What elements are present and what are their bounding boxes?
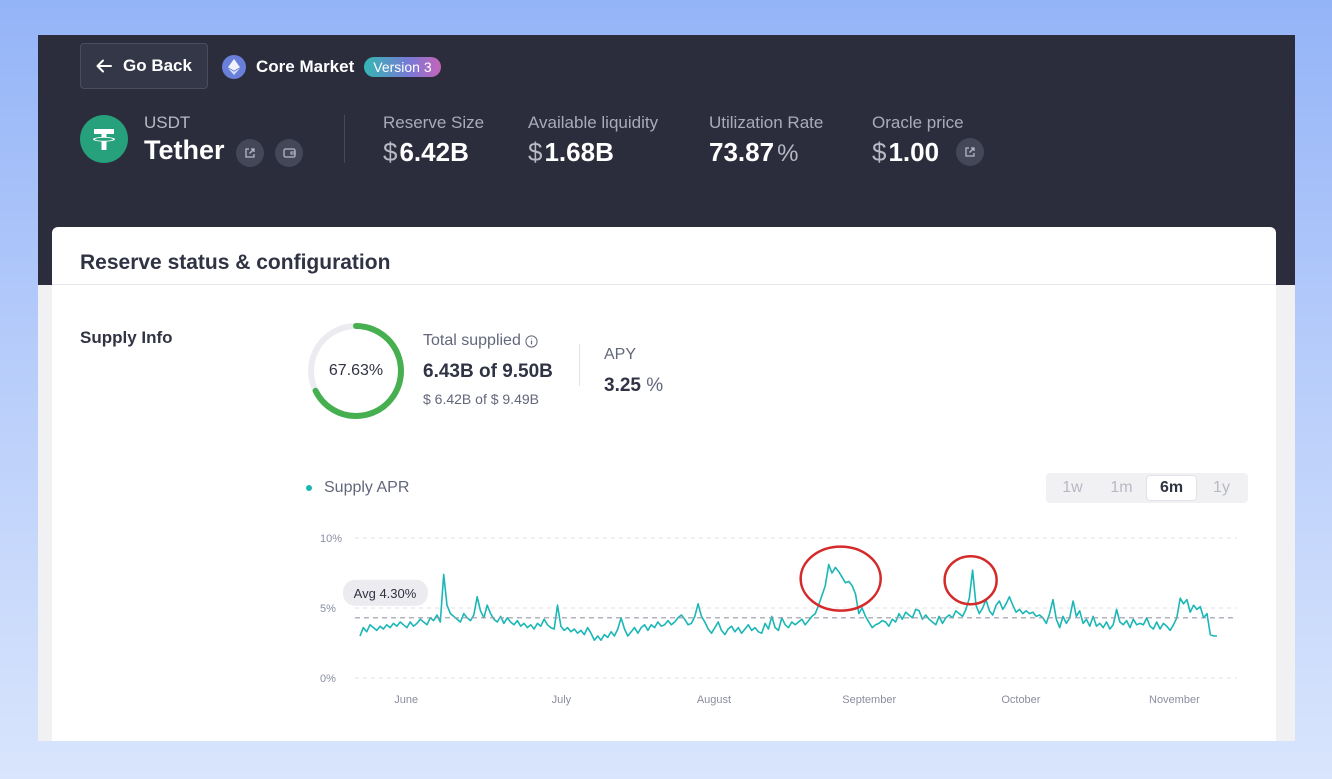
y-tick-label: 10% bbox=[320, 533, 342, 545]
stat-label: Available liquidity bbox=[528, 113, 659, 132]
stat-available-liquidity: Available liquidity $1.68B bbox=[528, 113, 658, 168]
go-back-label: Go Back bbox=[123, 56, 192, 75]
arrow-left-icon bbox=[96, 59, 112, 73]
total-supplied-value: 6.43B of 9.50B bbox=[423, 361, 553, 382]
card-divider bbox=[52, 284, 1276, 285]
y-tick-label: 5% bbox=[320, 603, 336, 615]
legend-dot-icon bbox=[306, 485, 312, 491]
total-supplied-label-row: Total supplied bbox=[423, 332, 538, 350]
go-back-button[interactable]: Go Back bbox=[80, 43, 208, 89]
external-link-icon bbox=[965, 147, 975, 157]
utilization-rate-value: 73.87 bbox=[709, 137, 775, 167]
range-button-1w[interactable]: 1w bbox=[1062, 479, 1083, 496]
oracle-price-value: 1.00 bbox=[888, 137, 940, 167]
stat-label: Utilization Rate bbox=[709, 113, 824, 132]
external-link-icon bbox=[245, 148, 255, 158]
highlight-circle-1 bbox=[799, 545, 882, 612]
range-button-1m[interactable]: 1m bbox=[1110, 479, 1133, 496]
apy-value-row: 3.25 % bbox=[604, 375, 663, 397]
currency-symbol: $ bbox=[383, 137, 398, 167]
version-badge: Version 3 bbox=[364, 57, 441, 77]
series-line bbox=[359, 563, 1217, 641]
external-link-button[interactable] bbox=[236, 139, 264, 167]
time-range-selector: 1w 1m 6m 1y bbox=[1046, 473, 1248, 503]
stat-value: $6.42B bbox=[383, 137, 484, 168]
market-name: Core Market bbox=[256, 57, 355, 76]
supply-apr-chart: 10% 5% 0% Avg 4.30% June July August September O… bbox=[292, 522, 1252, 722]
info-icon[interactable] bbox=[525, 334, 538, 348]
reserve-status-card: Reserve status & configuration Supply In… bbox=[52, 227, 1276, 741]
wallet-icon bbox=[282, 148, 296, 158]
stat-value: 73.87% bbox=[709, 137, 823, 168]
chart-legend: Supply APR bbox=[306, 479, 409, 497]
ethereum-icon bbox=[222, 55, 246, 79]
percent-unit: % bbox=[646, 375, 664, 396]
header-divider bbox=[344, 115, 345, 163]
x-tick-label: November bbox=[1149, 694, 1200, 706]
currency-symbol: $ bbox=[528, 137, 543, 167]
stat-label: Reserve Size bbox=[383, 113, 485, 132]
stat-label: Oracle price bbox=[872, 113, 964, 132]
add-to-wallet-button[interactable] bbox=[275, 139, 303, 167]
total-supplied-label: Total supplied bbox=[423, 332, 521, 349]
reserve-size-value: 6.42B bbox=[399, 137, 469, 167]
highlight-circle-2 bbox=[943, 554, 998, 606]
supply-info-label: Supply Info bbox=[80, 328, 173, 347]
total-supplied-usd: $ 6.42B of $ 9.49B bbox=[423, 391, 539, 407]
x-tick-label: August bbox=[697, 694, 731, 706]
x-tick-label: September bbox=[842, 694, 896, 706]
percent-unit: % bbox=[777, 140, 799, 167]
range-button-6m[interactable]: 6m bbox=[1146, 475, 1197, 501]
available-liquidity-value: 1.68B bbox=[544, 137, 614, 167]
token-name: Tether bbox=[144, 135, 225, 165]
market-selector: Core Market Version 3 bbox=[222, 55, 441, 79]
supply-progress-ring bbox=[308, 323, 404, 419]
legend-label: Supply APR bbox=[324, 479, 410, 496]
stat-oracle-price: Oracle price $1.00 bbox=[872, 113, 964, 168]
y-tick-label: 0% bbox=[320, 673, 336, 685]
apy-label: APY bbox=[604, 346, 637, 363]
x-tick-label: June bbox=[394, 694, 418, 706]
average-label: Avg 4.30% bbox=[354, 586, 417, 601]
stat-utilization-rate: Utilization Rate 73.87% bbox=[709, 113, 823, 168]
supply-apr-chart-svg: 10% 5% 0% Avg 4.30% June July August September O… bbox=[320, 533, 1237, 706]
stat-reserve-size: Reserve Size $6.42B bbox=[383, 113, 484, 168]
token-symbol: USDT bbox=[144, 113, 191, 132]
apy-value: 3.25 bbox=[604, 375, 641, 396]
stat-value: $1.00 bbox=[872, 137, 964, 168]
currency-symbol: $ bbox=[872, 137, 887, 167]
oracle-link-button[interactable] bbox=[956, 138, 984, 166]
supply-progress-ring-fill bbox=[308, 323, 404, 419]
average-badge bbox=[343, 579, 428, 606]
supply-divider bbox=[579, 344, 580, 386]
stat-value: $1.68B bbox=[528, 137, 658, 168]
card-title: Reserve status & configuration bbox=[80, 251, 391, 274]
tether-logo-icon bbox=[80, 115, 128, 163]
x-tick-label: July bbox=[552, 694, 572, 706]
x-tick-label: October bbox=[1001, 694, 1040, 706]
range-button-1y[interactable]: 1y bbox=[1213, 479, 1230, 496]
app-frame: Go Back Core Market Version 3 USDT Tethe… bbox=[38, 35, 1295, 741]
supply-percent: 67.63% bbox=[328, 362, 384, 379]
